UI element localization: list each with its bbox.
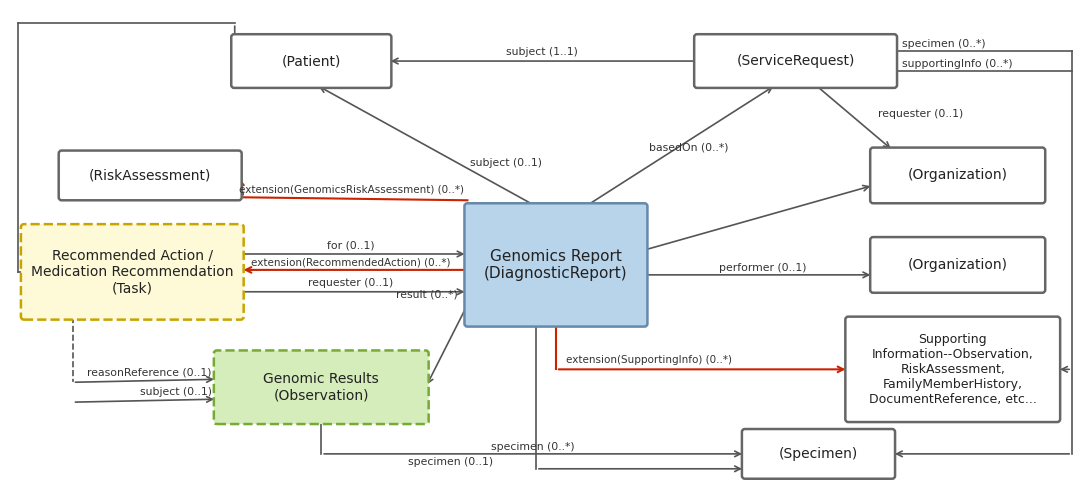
FancyBboxPatch shape: [694, 34, 897, 88]
Text: supportingInfo (0..*): supportingInfo (0..*): [903, 59, 1013, 69]
FancyBboxPatch shape: [59, 150, 242, 200]
Text: (ServiceRequest): (ServiceRequest): [737, 54, 855, 68]
Text: subject (1..1): subject (1..1): [506, 47, 578, 57]
Text: basedOn (0..*): basedOn (0..*): [650, 142, 729, 152]
Text: requester (0..1): requester (0..1): [308, 278, 393, 288]
Text: performer (0..1): performer (0..1): [719, 263, 807, 273]
Text: requester (0..1): requester (0..1): [879, 109, 964, 119]
FancyBboxPatch shape: [231, 34, 391, 88]
Text: Genomic Results
(Observation): Genomic Results (Observation): [264, 372, 379, 402]
Text: subject (0..1): subject (0..1): [471, 158, 543, 169]
Text: reasonReference (0..1): reasonReference (0..1): [87, 367, 211, 377]
Text: specimen (0..*): specimen (0..*): [492, 442, 574, 452]
FancyBboxPatch shape: [846, 316, 1061, 422]
FancyBboxPatch shape: [870, 147, 1045, 203]
Text: extension(RecommendedAction) (0..*): extension(RecommendedAction) (0..*): [252, 258, 451, 268]
Text: extension(GenomicsRiskAssessment) (0..*): extension(GenomicsRiskAssessment) (0..*): [239, 184, 463, 194]
Text: result (0..*): result (0..*): [396, 290, 458, 300]
Text: Recommended Action /
Medication Recommendation
(Task): Recommended Action / Medication Recommen…: [31, 248, 233, 295]
Text: (RiskAssessment): (RiskAssessment): [89, 169, 211, 183]
Text: specimen (0..1): specimen (0..1): [408, 457, 493, 467]
Text: (Organization): (Organization): [908, 169, 1008, 183]
Text: subject (0..1): subject (0..1): [140, 387, 211, 397]
Text: specimen (0..*): specimen (0..*): [903, 39, 985, 49]
FancyBboxPatch shape: [742, 429, 895, 479]
Text: extension(SupportingInfo) (0..*): extension(SupportingInfo) (0..*): [566, 355, 731, 365]
Text: (Specimen): (Specimen): [779, 447, 858, 461]
Text: Genomics Report
(DiagnosticReport): Genomics Report (DiagnosticReport): [484, 248, 628, 281]
FancyBboxPatch shape: [464, 203, 647, 326]
Text: for (0..1): for (0..1): [327, 240, 375, 250]
FancyBboxPatch shape: [21, 224, 244, 319]
Text: Supporting
Information--Observation,
RiskAssessment,
FamilyMemberHistory,
Docume: Supporting Information--Observation, Ris…: [869, 333, 1037, 406]
Text: (Organization): (Organization): [908, 258, 1008, 272]
FancyBboxPatch shape: [214, 351, 428, 424]
Text: (Patient): (Patient): [281, 54, 341, 68]
FancyBboxPatch shape: [870, 237, 1045, 293]
